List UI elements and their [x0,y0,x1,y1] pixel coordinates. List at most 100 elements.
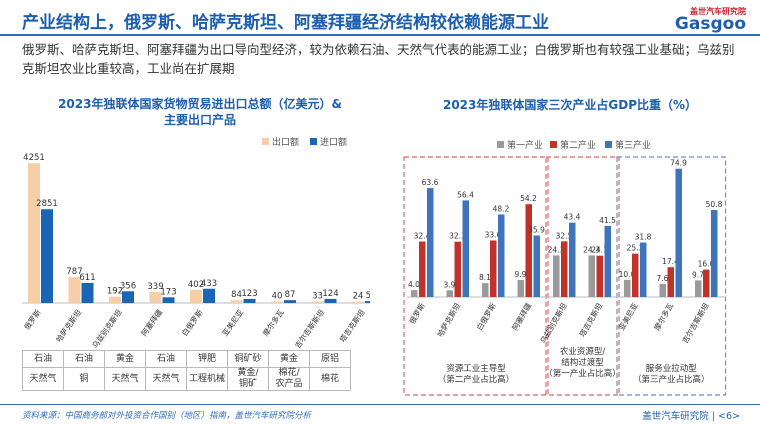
x-tick-label: 白俄罗斯 [179,307,205,338]
bar-primary [446,290,453,297]
title-divider [0,34,760,36]
products-row-1: 石油 石油 黄金 石油 钾肥 铜矿砂 黄金 原铝 [22,350,351,368]
legend-swatch-tertiary [605,141,612,148]
bar-primary [482,283,489,297]
bar-import [243,298,256,303]
bar-export [352,301,364,303]
data-label-export: 192 [107,287,123,297]
product-cell: 铜矿砂 [227,350,269,368]
data-label-import: 123 [241,289,257,299]
product-cell: 黄金 [104,350,146,368]
data-label-import: 2851 [36,199,58,209]
product-cell: 石油 [22,350,64,368]
export-products-table: 石油 石油 黄金 石油 钾肥 铜矿砂 黄金 原铝 天然气铜天然气 天然气 工程机械 黄金/ 铜矿 棉花… [22,350,351,391]
group-label: 结构过渡型 [561,357,604,368]
legend-swatch-import [310,138,317,145]
bar-secondary [561,241,568,297]
group-label: （第三产业占比高） [633,374,710,385]
data-label-secondary: 25.3 [627,244,644,253]
data-label-tertiary: 35.9 [528,226,545,235]
footer-divider [0,404,760,405]
group-box [616,156,727,396]
product-cell: 石油 [145,350,187,368]
products-row-2: 天然气铜天然气 天然气 工程机械 黄金/ 铜矿 棉花/ 农产品 棉花 [22,367,351,391]
data-label-tertiary: 31.8 [635,233,652,242]
bar-import [81,282,94,303]
data-label-primary: 9.9 [515,270,527,279]
bar-tertiary [498,214,505,297]
data-label-primary: 7.6 [657,274,669,283]
data-label-secondary: 32.3 [449,232,466,241]
data-label-import: 173 [160,287,176,297]
logo-cn-text: 盖世汽车研究院 [690,7,746,16]
bar-primary [659,283,666,297]
page-number: 盖世汽车研究院 | <6> [642,411,740,422]
data-label-export: 4251 [23,153,45,163]
bar-tertiary [604,225,611,297]
data-label-export: 24 [353,292,364,302]
legend-label-export: 出口额 [272,136,299,148]
data-label-primary: 24.3 [583,245,600,254]
x-tick-label: 塔吉克斯坦 [337,307,367,344]
bar-tertiary [533,235,540,297]
data-label-import: 356 [120,281,136,291]
bar-export [28,163,40,303]
bar-secondary [703,269,710,297]
bar-tertiary [427,188,434,297]
group-label: 资源工业主导型 [446,363,506,374]
bar-import [365,301,370,303]
data-label-tertiary: 74.9 [670,159,687,168]
data-label-secondary: 32.4 [414,232,431,241]
group-label: 农业资源型/ [560,346,606,357]
group-box [403,156,549,396]
x-tick-label: 亚美尼亚 [616,301,640,332]
bar-export [311,301,324,303]
page-title: 产业结构上，俄罗斯、哈萨克斯坦、阿塞拜疆经济结构较依赖能源工业 [22,13,549,33]
right-chart-title: 2023年独联体国家三次产业占GDP比重（%） [442,98,698,112]
data-label-primary: 4.0 [408,280,420,289]
data-label-import: 611 [79,273,95,283]
group-label: 服务业拉动型 [646,363,698,374]
x-tick-label: 俄罗斯 [407,301,427,326]
bar-tertiary [462,200,469,297]
bar-tertiary [569,222,576,297]
bar-secondary [596,255,603,297]
group-label: （第一产业占比高） [544,368,621,379]
bar-secondary [419,241,426,297]
product-cell: 棉花/ 农产品 [268,367,310,391]
data-label-export: 402 [188,280,204,290]
x-tick-label: 亚美尼亚 [220,307,246,338]
group-label: （第二产业占比高） [438,374,515,385]
x-tick-label: 阿塞拜疆 [139,307,165,338]
x-tick-label: 乌兹别克斯坦 [538,301,569,345]
product-cell: 黄金/ 铜矿 [227,367,269,391]
bar-secondary [454,241,461,297]
product-cell: 工程机械 [186,367,228,391]
data-label-primary: 8.1 [479,273,491,282]
data-label-primary: 9.7 [692,270,704,279]
bar-export [190,289,202,303]
data-label-import: 87 [285,290,296,300]
data-label-tertiary: 48.2 [493,204,510,213]
bar-export [109,296,121,303]
bar-secondary [632,253,639,297]
product-cell: 天然气 [145,367,187,391]
bar-export [271,301,283,303]
data-label-primary: 10.0 [619,270,636,279]
x-tick-label: 摩尔多瓦 [260,307,286,338]
bar-import [324,298,337,303]
x-tick-label: 哈萨克斯坦 [435,301,463,339]
description-text: 俄罗斯、哈萨克斯坦、阿塞拜疆为出口导向型经济，较为依赖石油、天然气代表的能源工业… [22,42,735,76]
legend-label-import: 进口额 [320,136,347,148]
x-tick-label: 阿塞拜疆 [510,301,534,332]
legend-swatch-primary [497,141,504,148]
legend-swatch-export [262,138,269,145]
data-label-tertiary: 50.8 [706,200,723,209]
logo-en-text: Gasgoo [674,14,746,34]
legend-label-tertiary: 第三产业 [615,139,651,151]
logo: 盖世汽车研究院 Gasgoo [664,6,746,34]
bar-primary [411,290,418,297]
source-note: 资料来源：中国商务部对外投资合作国别（地区）指南，盖世汽车研究院分析 [22,411,312,421]
data-label-export: 33 [312,292,323,302]
